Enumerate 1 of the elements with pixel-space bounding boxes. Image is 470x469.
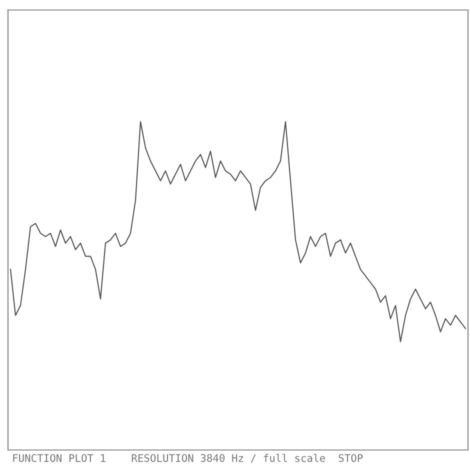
text: FUNCTION PLOT 1 RESOLUTION 3840 Hz / full scale STOP	[13, 454, 363, 463]
